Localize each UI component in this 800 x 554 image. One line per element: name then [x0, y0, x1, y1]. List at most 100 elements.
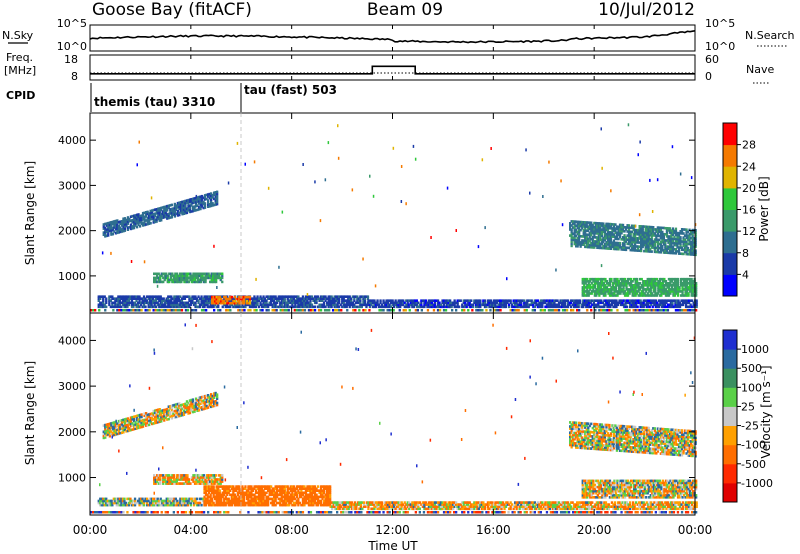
heatmap-cell [660, 286, 663, 289]
heatmap-cell [303, 303, 306, 307]
heatmap-cell [593, 277, 596, 281]
heatmap-cell [638, 237, 641, 240]
heatmap-cell [207, 406, 210, 409]
heatmap-cell [117, 299, 120, 302]
heatmap-cell [633, 277, 636, 281]
heatmap-cell [123, 299, 126, 302]
heatmap-cell [215, 276, 218, 280]
heatmap-cell [218, 501, 221, 505]
heatmap-cell [188, 497, 191, 501]
heatmap-cell [229, 503, 232, 507]
heatmap-cell [218, 493, 221, 497]
heatmap-cell [140, 415, 143, 418]
heatmap-cell [164, 299, 167, 302]
heatmap-cell [586, 288, 589, 291]
heatmap-cell [177, 297, 180, 300]
heatmap-cell [664, 245, 667, 248]
heatmap-cell [676, 290, 680, 293]
heatmap-cell [197, 398, 201, 402]
heatmap-cell [598, 282, 601, 285]
heatmap-cell [151, 213, 154, 216]
heatmap-cell [576, 230, 579, 234]
heatmap-cell [178, 404, 181, 407]
heatmap-cell [373, 299, 376, 302]
heatmap-cell [230, 295, 233, 299]
heatmap-cell [187, 401, 190, 405]
heatmap-cell [593, 292, 596, 295]
heatmap-cell [169, 272, 172, 276]
heatmap-cell [214, 491, 217, 495]
heatmap-cell [662, 249, 665, 252]
heatmap-cell [584, 294, 587, 297]
heatmap-cell [671, 245, 675, 249]
heatmap-cell [646, 241, 649, 245]
heatmap-cell [100, 503, 103, 507]
heatmap-cell [217, 491, 220, 495]
heatmap-cell [190, 400, 193, 404]
heatmap-cell [186, 480, 189, 483]
heatmap-cell [135, 305, 138, 309]
heatmap-cell [211, 501, 214, 505]
heatmap-cell [260, 303, 264, 307]
heatmap-cell [644, 243, 647, 247]
heatmap-cell [229, 303, 232, 307]
heatmap-cell [180, 478, 183, 481]
heatmap-cell [617, 225, 620, 229]
heatmap-cell [336, 309, 339, 312]
heatmap-cell [168, 295, 171, 298]
heatmap-cell [607, 282, 610, 285]
heatmap-cell [688, 251, 691, 254]
heatmap-cell [597, 222, 600, 225]
heatmap-cell [646, 277, 649, 281]
heatmap-cell [114, 303, 117, 307]
heatmap-cell [181, 202, 184, 206]
heatmap-cell [292, 299, 295, 302]
heatmap-cell [675, 292, 678, 295]
heatmap-cell [215, 480, 218, 483]
heatmap-cell [598, 299, 601, 302]
heatmap-cell [637, 229, 640, 232]
heatmap-cell [133, 501, 137, 505]
heatmap-cell [609, 231, 613, 234]
heatmap-cell [356, 305, 359, 309]
heatmap-cell [633, 299, 636, 302]
heatmap-cell [327, 297, 330, 300]
heatmap-cell [577, 299, 580, 302]
heatmap-cell [578, 243, 581, 246]
heatmap-cell [318, 305, 321, 309]
heatmap-cell [166, 407, 169, 411]
heatmap-cell [322, 301, 326, 305]
heatmap-cell [635, 301, 638, 305]
heatmap-cell [670, 251, 673, 255]
heatmap-cell [643, 241, 646, 245]
heatmap-cell [324, 295, 327, 298]
heatmap-cell [219, 482, 222, 485]
heatmap-cell [348, 305, 351, 309]
heatmap-cell [138, 214, 142, 218]
heatmap-cell [248, 303, 252, 307]
heatmap-cell [175, 474, 178, 477]
heatmap-cell [503, 299, 506, 302]
heatmap-cell [230, 501, 233, 505]
heatmap-cell [541, 303, 544, 307]
heatmap-cell [617, 227, 620, 231]
heatmap-cell [99, 303, 102, 307]
heatmap-cell [227, 503, 230, 507]
heatmap-cell [661, 277, 664, 281]
heatmap-cell [167, 297, 170, 300]
heatmap-cell [129, 223, 133, 227]
heatmap-cell [449, 299, 452, 302]
heatmap-cell [122, 227, 125, 231]
heatmap-cell [633, 288, 636, 291]
heatmap-cell [617, 292, 621, 295]
heatmap-cell [148, 216, 151, 219]
heatmap-cell [688, 253, 691, 256]
heatmap-cell [631, 292, 634, 295]
heatmap-cell [192, 272, 195, 276]
heatmap-cell [213, 274, 216, 278]
heatmap-cell [219, 272, 222, 276]
heatmap-cell [353, 303, 356, 307]
heatmap-cell [582, 233, 585, 236]
heatmap-cell [650, 246, 653, 249]
heatmap-cell [206, 480, 209, 483]
